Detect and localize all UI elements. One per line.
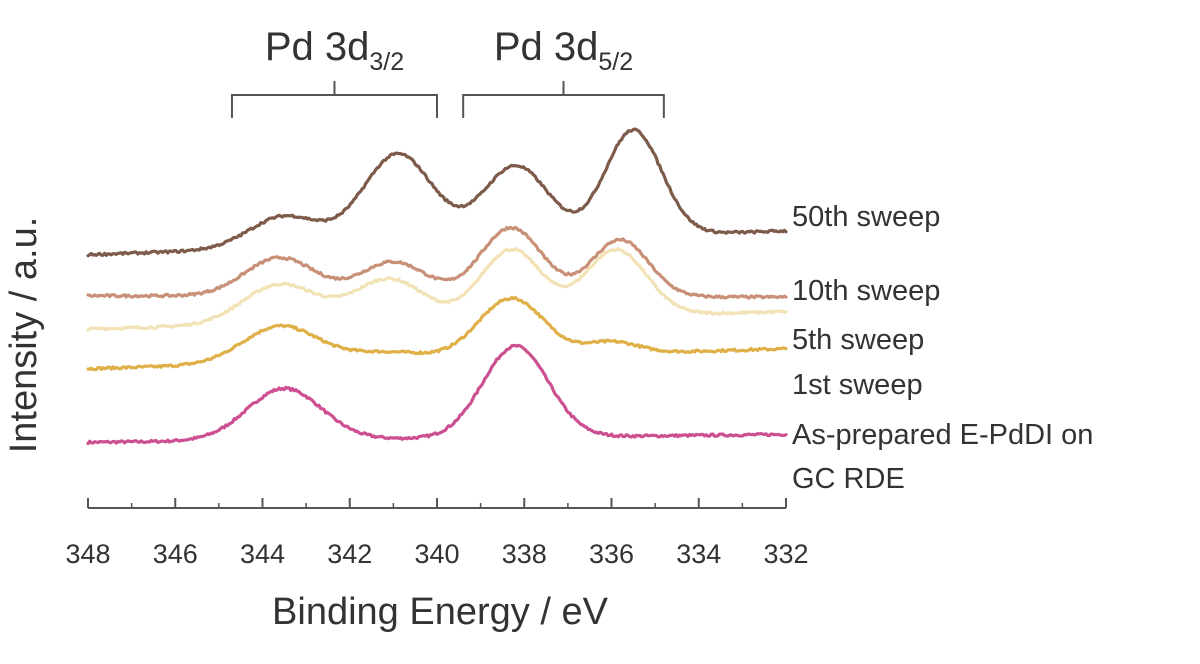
series-line-50th-sweep xyxy=(86,127,788,258)
x-tick-label: 348 xyxy=(65,539,110,569)
spectra-curves xyxy=(86,127,788,446)
series-label: 5th sweep xyxy=(792,324,924,356)
x-axis: 348 346 344 342 340 338 336 334 332 xyxy=(65,498,809,569)
x-tick-label: 338 xyxy=(502,539,547,569)
region-label-main: Pd 3d xyxy=(265,25,370,69)
y-axis-title: Intensity / a.u. xyxy=(3,217,45,454)
region-label-subscript: 3/2 xyxy=(369,48,404,76)
region-label-main: Pd 3d xyxy=(494,25,599,69)
region-label: Pd 3d5/2 xyxy=(494,25,633,76)
series-label: GC RDE xyxy=(792,463,905,495)
x-tick-label: 334 xyxy=(676,539,721,569)
x-tick-label: 340 xyxy=(414,539,459,569)
series-label: 50th sweep xyxy=(792,201,940,233)
x-axis-title: Binding Energy / eV xyxy=(272,591,609,633)
series-line-as-prepared-e-pddi-on-gc-rde xyxy=(86,343,788,446)
region-brackets: Pd 3d3/2 Pd 3d5/2 xyxy=(230,25,665,118)
x-tick-label: 342 xyxy=(327,539,372,569)
series-line-1st-sweep xyxy=(86,295,788,372)
x-tick-label: 332 xyxy=(763,539,808,569)
series-line-10th-sweep xyxy=(86,225,788,300)
series-line-5th-sweep xyxy=(86,247,788,332)
region-bracket xyxy=(230,81,438,118)
x-tick-label: 344 xyxy=(240,539,285,569)
series-label: As-prepared E-PdDI on xyxy=(792,419,1093,451)
series-labels: As-prepared E-PdDI on GC RDE 1st sweep 5th … xyxy=(792,201,1093,495)
region-label: Pd 3d3/2 xyxy=(265,25,404,76)
series-label: 1st sweep xyxy=(792,369,923,401)
series-label: 10th sweep xyxy=(792,275,940,307)
x-tick-label: 346 xyxy=(153,539,198,569)
region-bracket xyxy=(462,81,665,118)
region-label-subscript: 5/2 xyxy=(598,48,633,76)
x-tick-label: 336 xyxy=(589,539,634,569)
